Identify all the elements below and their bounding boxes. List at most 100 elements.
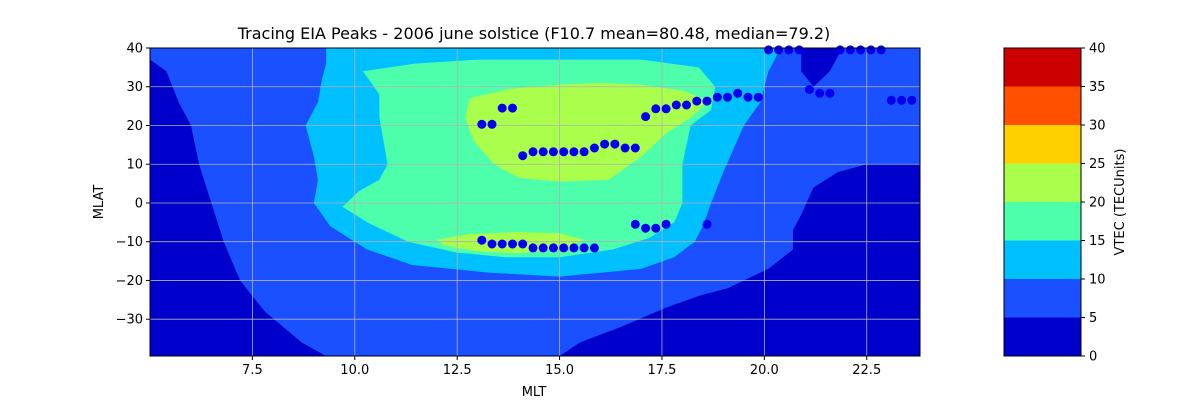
eia-peak-point [651,104,660,113]
colorbar-tick-label: 35 [1089,80,1106,95]
colorbar-band [1004,125,1081,164]
eia-peak-point [488,240,497,249]
chart-title: Tracing EIA Peaks - 2006 june solstice (… [237,24,831,43]
eia-peak-point [549,147,558,156]
eia-peak-point [539,147,548,156]
eia-peak-point [529,243,538,252]
x-tick-label: 12.5 [443,363,472,378]
eia-peak-point [733,89,742,98]
y-axis-ticks: −30 −20 −10 0 10 20 30 40 [116,42,150,328]
eia-peak-point [508,240,517,249]
colorbar-tick-label: 0 [1089,350,1097,365]
y-tick-label: −20 [116,274,143,289]
eia-peak-point [713,93,722,102]
colorbar-bands [1004,48,1081,356]
colorbar-tick-label: 5 [1089,311,1097,326]
eia-peak-point [764,45,773,54]
colorbar-tick-label: 20 [1089,196,1106,211]
eia-peak-point [744,93,753,102]
y-tick-label: 20 [126,119,143,134]
colorbar-tick-label: 10 [1089,273,1106,288]
eia-peak-point [518,240,527,249]
colorbar-band [1004,318,1081,357]
eia-peak-point [477,236,486,245]
eia-peak-point [508,104,517,113]
x-tick-label: 20.0 [750,363,779,378]
eia-peak-point [682,101,691,110]
eia-peak-point [703,97,712,106]
eia-peak-point [488,120,497,129]
eia-peak-point [877,45,886,54]
eia-peak-point [498,104,507,113]
eia-peak-point [703,220,712,229]
eia-peak-point [795,45,804,54]
colorbar-band [1004,202,1081,241]
eia-peak-point [846,45,855,54]
eia-peak-point [897,96,906,105]
eia-peak-point [549,243,558,252]
eia-peak-point [754,93,763,102]
eia-peak-point [559,243,568,252]
eia-peak-point [774,45,783,54]
eia-peak-point [621,144,630,153]
eia-peak-point [856,45,865,54]
eia-peak-point [784,45,793,54]
eia-peak-point [631,144,640,153]
colorbar-tick-label: 40 [1089,42,1106,57]
eia-peak-point [815,89,824,98]
eia-peak-point [559,147,568,156]
eia-peak-point [590,243,599,252]
x-tick-label: 10.0 [340,363,369,378]
colorbar: 0 5 10 15 20 25 30 35 40 VTEC (TECUnits) [1004,42,1128,365]
eia-peak-point [662,220,671,229]
eia-peak-point [672,101,681,110]
eia-peak-point [825,89,834,98]
eia-peak-point [866,45,875,54]
eia-peak-point [692,97,701,106]
colorbar-tick-label: 25 [1089,157,1106,172]
eia-peak-point [590,144,599,153]
y-tick-label: 0 [135,196,143,211]
eia-peak-point [641,112,650,121]
eia-peak-point [887,96,896,105]
eia-peak-point [529,147,538,156]
eia-peak-point [569,147,578,156]
eia-peak-point [610,140,619,149]
colorbar-band [1004,87,1081,126]
y-tick-label: 40 [126,42,143,57]
x-tick-label: 7.5 [242,363,263,378]
eia-peak-point [641,224,650,233]
colorbar-band [1004,279,1081,318]
x-tick-label: 15.0 [545,363,574,378]
colorbar-ticks: 0 5 10 15 20 25 30 35 40 [1081,42,1106,365]
eia-peak-point [651,224,660,233]
y-tick-label: −10 [116,235,143,250]
x-axis-ticks: 7.5 10.0 12.5 15.0 17.5 20.0 22.5 [242,356,881,378]
y-tick-label: 10 [126,158,143,173]
x-axis-label: MLT [522,385,547,400]
eia-peak-point [498,240,507,249]
eia-peak-point [518,151,527,160]
colorbar-band [1004,164,1081,203]
eia-peak-point [569,243,578,252]
eia-peak-point [631,220,640,229]
plot-area [150,45,920,356]
eia-peak-point [477,120,486,129]
colorbar-band [1004,48,1081,87]
y-tick-label: −30 [116,313,143,328]
eia-peak-point [539,243,548,252]
colorbar-band [1004,241,1081,280]
colorbar-tick-label: 30 [1089,119,1106,134]
colorbar-label: VTEC (TECUnits) [1113,149,1128,256]
x-tick-label: 22.5 [852,363,881,378]
x-tick-label: 17.5 [647,363,676,378]
eia-peak-point [723,93,732,102]
y-axis-label: MLAT [92,185,107,220]
eia-peak-point [907,96,916,105]
eia-peak-point [662,104,671,113]
eia-peak-point [580,147,589,156]
eia-peak-point [580,243,589,252]
eia-peak-point [836,45,845,54]
colorbar-tick-label: 15 [1089,234,1106,249]
